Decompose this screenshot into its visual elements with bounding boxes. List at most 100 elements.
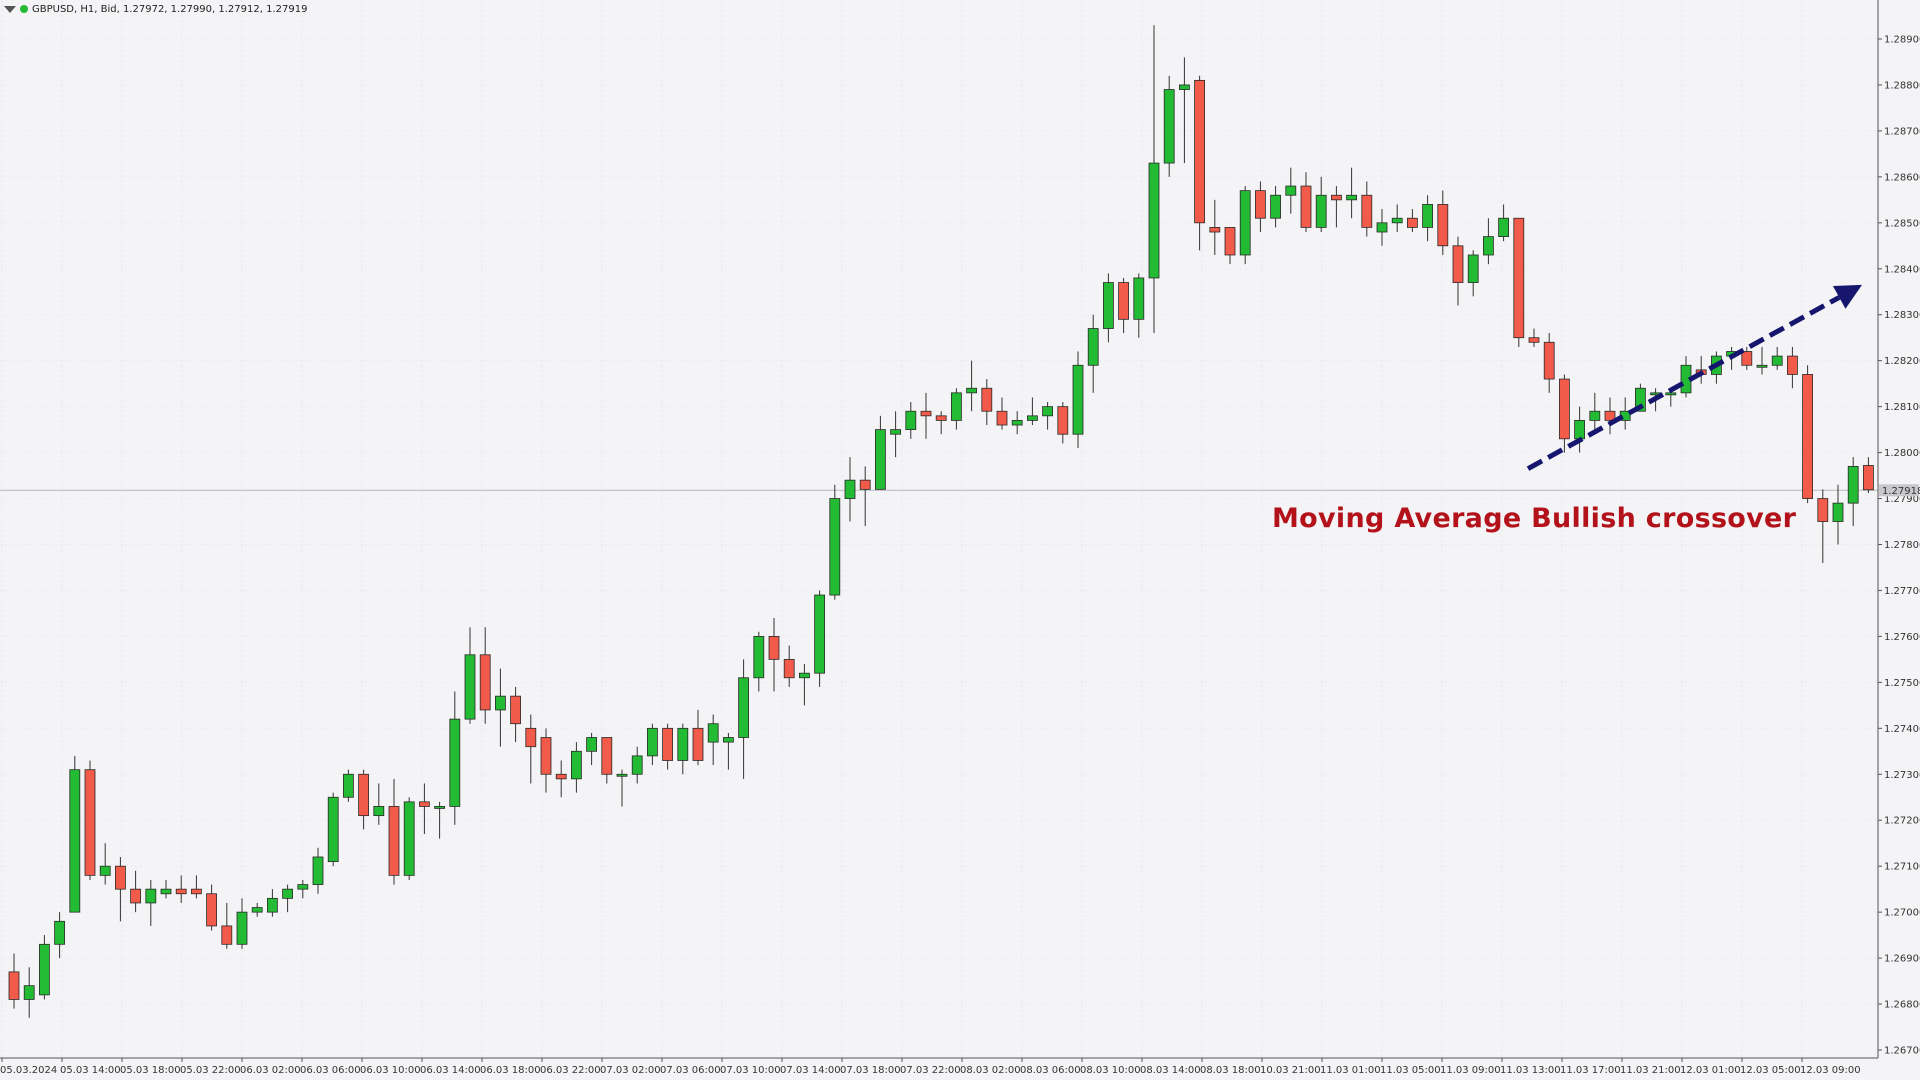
bullish-candle-body [1148,162,1160,279]
candle [707,714,719,766]
bullish-candle-body [1027,415,1038,421]
candle [1787,346,1798,389]
candle [616,769,628,807]
candle [39,935,50,1000]
time-tick-label: 11.03 13:00 [1500,1065,1561,1076]
price-tick-label: 1.28500 [1884,218,1920,229]
trend-arrow-head-icon [1832,284,1862,309]
candle [1771,346,1783,370]
bullish-candle-body [236,911,248,945]
bearish-candle-body [510,695,522,725]
bullish-candle-body [1665,392,1677,396]
bearish-candle-body [981,387,993,412]
candle [342,769,354,802]
candle [662,723,673,770]
price-tick-label: 1.28900 [1884,35,1920,46]
bearish-candle-body [388,806,400,876]
bearish-candle-body [190,888,202,895]
bullish-candle-body [327,796,339,862]
candle [1513,217,1525,347]
price-tick-label: 1.28200 [1884,356,1920,367]
candle [905,402,917,439]
candle [388,778,400,885]
price-tick-label: 1.28300 [1884,310,1920,321]
candle [1832,484,1844,545]
bearish-candle-body [115,865,126,890]
candle [601,737,613,784]
time-tick-label: 05.03.2024 [0,1065,57,1076]
bullish-candle-body [890,429,901,435]
bearish-candle-body [1604,410,1616,421]
candle [1133,273,1145,338]
candle [1118,277,1129,334]
candle [935,411,947,435]
price-tick-label: 1.27800 [1884,540,1920,551]
bearish-candle-body [175,888,187,895]
price-tick-label: 1.28000 [1884,448,1920,459]
symbol-info-bar: GBPUSD, H1, Bid, 1.27972, 1.27990, 1.279… [4,2,307,16]
trend-arrow-line [1526,295,1841,471]
time-tick-label: 07.03 18:00 [840,1065,901,1076]
time-tick-label: 11.03 05:00 [1380,1065,1441,1076]
candle [875,415,886,490]
candle [1072,351,1084,448]
price-tick-label: 1.26700 [1884,1046,1920,1057]
time-tick-label: 08.03 06:00 [1020,1065,1081,1076]
candle [1467,250,1479,297]
bullish-candle-body [1087,328,1099,366]
candle [1285,167,1297,214]
dropdown-triangle-icon[interactable] [4,5,16,13]
candle [1315,176,1327,233]
bullish-candle-body [1042,406,1053,417]
candle [692,709,704,766]
bullish-candle-body [1483,236,1494,256]
candle [1148,25,1160,334]
bearish-candle-body [555,773,567,780]
candle [23,967,35,1018]
price-tick-label: 1.28100 [1884,402,1920,413]
candle [464,627,476,724]
candle [312,847,324,894]
candle [190,875,202,899]
price-tick-label: 1.27500 [1884,678,1920,689]
bearish-candle-body [920,410,932,417]
price-tick-label: 1.28700 [1884,126,1920,137]
candle [221,902,233,949]
candle [1224,227,1236,265]
bearish-candle-body [996,410,1008,426]
candle [69,755,81,913]
candle [1179,57,1190,164]
price-axis-background [1878,0,1920,1080]
candle [555,760,567,798]
candle [844,457,856,522]
candle [890,411,901,458]
candle [160,879,172,899]
annotation-text: Moving Average Bullish crossover [1272,503,1797,534]
candle [571,742,582,793]
candle [418,783,430,835]
bullish-candle-body [677,727,689,761]
candle [1087,314,1099,393]
bearish-candle-body [662,727,673,761]
time-tick-label: 06.03 18:00 [480,1065,541,1076]
candle [1391,204,1403,233]
candle [1619,397,1631,430]
bullish-candle-body [1771,355,1783,366]
bullish-candle-body [905,410,917,431]
bearish-candle-body [935,415,947,421]
bullish-candle-body [373,806,385,817]
bearish-candle-body [768,636,780,660]
time-axis-background [0,1058,1920,1080]
candle [1042,402,1053,430]
price-tick-label: 1.28400 [1884,264,1920,275]
bullish-candle-body [1391,217,1403,224]
candle [99,843,111,885]
price-tick-label: 1.26800 [1884,1000,1920,1011]
bearish-candle-body [525,727,537,748]
bearish-candle-body [479,654,491,711]
candle [951,388,962,430]
bearish-candle-body [601,737,613,775]
candle [1376,209,1388,246]
